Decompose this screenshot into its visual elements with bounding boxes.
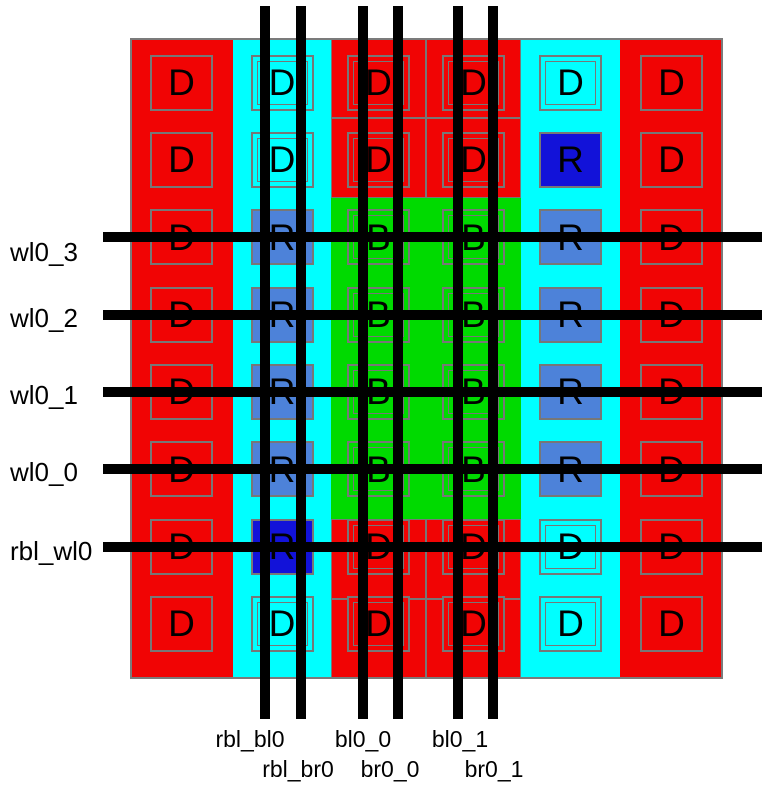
cell-letter: D xyxy=(268,139,296,181)
cell-letter: D xyxy=(460,603,487,645)
wordline-wl0_0 xyxy=(103,464,762,475)
wordline-label-wl0_0: wl0_0 xyxy=(10,457,78,487)
cell-nested-outline xyxy=(448,137,499,182)
cell-letter: D xyxy=(168,139,195,181)
bitline-label-rbl_br0: rbl_br0 xyxy=(262,756,334,782)
cell-nested-outline xyxy=(353,601,404,646)
wordline-wl0_3 xyxy=(103,232,762,243)
cell-nested-outline xyxy=(545,60,596,105)
bitline-bl0_1 xyxy=(453,6,463,719)
bitline-br0_1 xyxy=(488,6,498,719)
cell-r0c5: D xyxy=(640,54,703,111)
cell-letter: D xyxy=(268,603,296,645)
array-outline xyxy=(130,38,723,679)
cell-nested-outline xyxy=(256,601,308,646)
bitline-label-rbl_bl0: rbl_bl0 xyxy=(215,726,285,752)
cell-r1c4: R xyxy=(539,131,602,188)
bitline-rbl_br0 xyxy=(296,6,306,719)
cell-nested-outline xyxy=(353,137,404,182)
cell-letter: D xyxy=(168,62,195,103)
cell-r7c4: D xyxy=(539,595,602,652)
cell-r1c5: D xyxy=(640,131,703,188)
cell-r7c5: D xyxy=(640,595,703,652)
cell-outline-r1c2 xyxy=(331,118,426,198)
bitline-br0_0 xyxy=(393,6,403,719)
cell-outline-r1c3 xyxy=(426,118,521,198)
wordline-label-wl0_3: wl0_3 xyxy=(10,237,78,267)
wordline-label-wl0_2: wl0_2 xyxy=(10,303,78,333)
cell-nested-outline xyxy=(448,60,499,105)
cell-letter: D xyxy=(557,603,584,645)
cell-nested-outline xyxy=(448,601,499,646)
cell-r1c0: D xyxy=(150,131,213,188)
cell-letter: D xyxy=(658,603,685,645)
cell-letter: R xyxy=(557,139,584,181)
cell-letter: D xyxy=(658,62,685,103)
wordline-wl0_1 xyxy=(103,386,762,397)
cell-letter: D xyxy=(365,603,392,645)
cell-nested-outline xyxy=(256,60,308,105)
cell-nested-outline xyxy=(353,60,404,105)
cell-r0c0: D xyxy=(150,54,213,111)
wordline-label-wl0_1: wl0_1 xyxy=(10,380,78,410)
cell-nested-outline xyxy=(545,601,596,646)
cell-letter: D xyxy=(658,139,685,181)
cell-nested-outline xyxy=(256,137,308,182)
cell-r7c0: D xyxy=(150,595,213,652)
cell-letter: D xyxy=(460,139,487,181)
wordline-label-rbl_wl0: rbl_wl0 xyxy=(10,536,93,566)
cell-letter: D xyxy=(365,139,392,181)
wordline-wl0_2 xyxy=(103,309,762,320)
cell-letter: D xyxy=(268,62,296,103)
cell-letter: D xyxy=(365,62,392,103)
bitline-rbl_bl0 xyxy=(260,6,270,719)
bitline-label-bl0_0: bl0_0 xyxy=(334,726,392,752)
cell-letter: D xyxy=(168,603,195,645)
bitline-label-br0_0: br0_0 xyxy=(360,756,420,782)
wordline-rbl_wl0 xyxy=(103,541,762,552)
cell-r0c4: D xyxy=(539,54,602,111)
bitline-bl0_0 xyxy=(358,6,368,719)
cell-letter: D xyxy=(460,62,487,103)
bitline-label-bl0_1: bl0_1 xyxy=(431,726,489,752)
bitline-label-br0_1: br0_1 xyxy=(464,756,524,782)
cell-letter: D xyxy=(557,62,584,103)
